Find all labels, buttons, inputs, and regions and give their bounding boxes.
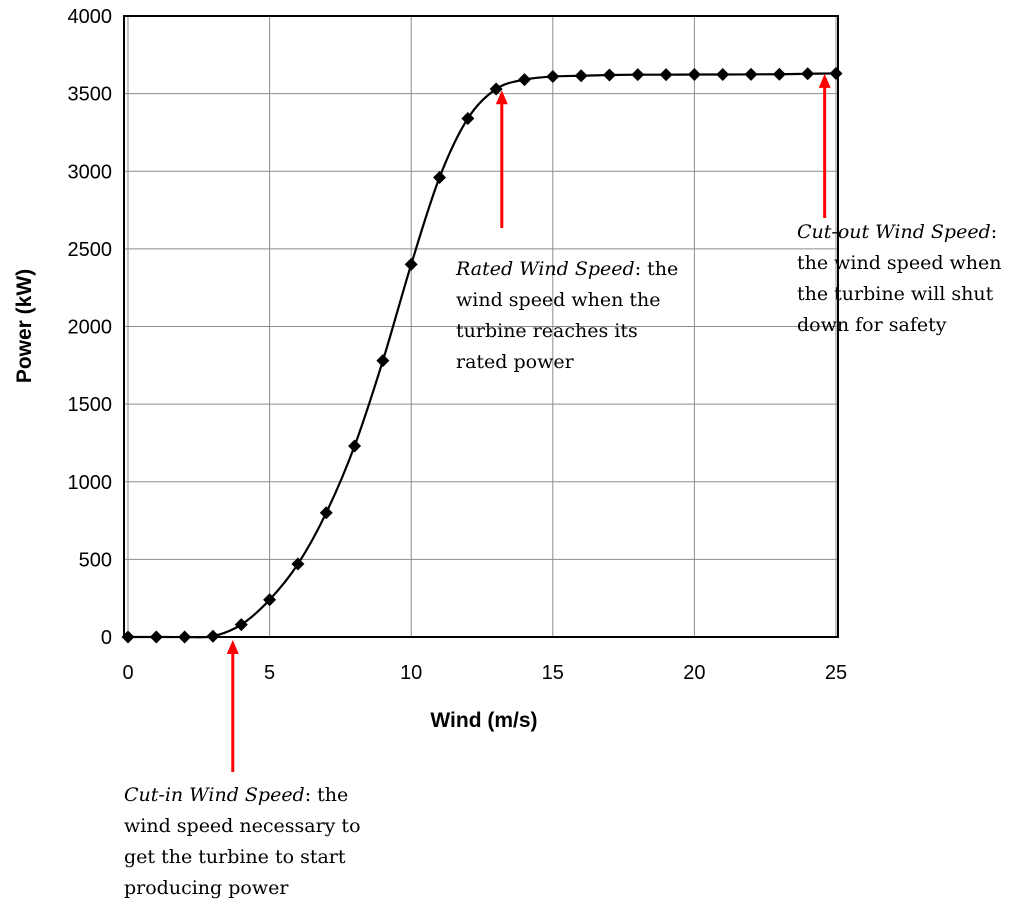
cut-in-annotation: Cut-in Wind Speed: the wind speed necess… <box>124 780 361 904</box>
rated-annotation: Rated Wind Speed: the wind speed when th… <box>456 254 678 378</box>
data-point-marker <box>206 629 220 643</box>
annotation-arrows <box>226 73 831 772</box>
rated-arrow-head <box>495 90 508 105</box>
cut-in-arrow <box>226 640 239 772</box>
data-point-marker <box>376 354 390 368</box>
y-tick-label: 1000 <box>68 472 113 494</box>
data-point-marker <box>291 557 305 571</box>
data-point-marker <box>829 66 843 80</box>
cut-in-line-2: wind speed necessary to <box>124 815 361 837</box>
power-series <box>121 66 843 644</box>
cut-in-arrow-head <box>226 640 239 654</box>
rated-line-1: Rated Wind Speed: the <box>456 254 678 285</box>
data-point-marker <box>319 506 333 520</box>
data-point-marker <box>121 630 135 644</box>
rated-line-3: turbine reaches its <box>456 320 638 342</box>
y-tick-label: 4000 <box>68 6 113 28</box>
cut-out-line-4: down for safety <box>797 314 947 336</box>
rated-colon: : the <box>634 258 679 280</box>
x-tick-label: 5 <box>264 662 275 684</box>
y-tick-label: 500 <box>79 549 112 571</box>
x-tick-label: 20 <box>683 662 705 684</box>
data-point-marker <box>574 69 588 83</box>
data-point-marker <box>489 82 503 96</box>
data-point-marker <box>716 68 730 82</box>
cut-out-colon: : <box>990 221 998 243</box>
x-axis-title: Wind (m/s) <box>430 709 537 732</box>
cut-in-line-1: Cut-in Wind Speed: the <box>124 780 361 811</box>
y-tick-label: 1500 <box>68 394 113 416</box>
rated-arrow <box>495 90 508 228</box>
data-point-marker <box>744 67 758 81</box>
data-point-marker <box>433 170 447 184</box>
cut-out-arrow <box>818 73 831 218</box>
y-tick-label: 2500 <box>68 239 113 261</box>
data-point-marker <box>178 630 192 644</box>
data-point-marker <box>687 68 701 82</box>
x-tick-label: 15 <box>542 662 564 684</box>
cut-out-line-1: Cut-out Wind Speed: <box>797 217 1002 248</box>
data-point-marker <box>461 111 475 125</box>
cut-in-term: Cut-in Wind Speed <box>124 784 305 806</box>
cut-out-line-2: the wind speed when <box>797 252 1002 274</box>
grid-lines <box>124 15 838 638</box>
data-point-marker <box>263 593 277 607</box>
rated-line-4: rated power <box>456 351 574 373</box>
cut-out-annotation: Cut-out Wind Speed: the wind speed when … <box>797 217 1002 341</box>
rated-line-2: wind speed when the <box>456 289 661 311</box>
x-tick-label: 0 <box>122 662 133 684</box>
data-point-marker <box>149 630 163 644</box>
y-tick-label: 3000 <box>68 161 113 183</box>
data-point-marker <box>234 618 248 632</box>
plot-frame <box>123 15 839 638</box>
y-tick-label: 2000 <box>68 317 113 339</box>
x-tick-label: 10 <box>400 662 422 684</box>
cut-out-arrow-head <box>818 73 831 88</box>
rated-term: Rated Wind Speed <box>456 258 635 280</box>
data-point-marker <box>602 68 616 82</box>
cut-out-term: Cut-out Wind Speed <box>797 221 991 243</box>
data-point-marker <box>546 70 560 84</box>
data-point-marker <box>404 257 418 271</box>
cut-in-line-3: get the turbine to start <box>124 846 346 868</box>
tick-labels: 0 500 1000 1500 2000 2500 3000 3500 4000 0 5 10 15 20… <box>68 6 848 684</box>
y-tick-label: 0 <box>101 627 112 649</box>
x-tick-label: 25 <box>825 662 847 684</box>
data-point-marker <box>659 68 673 82</box>
data-point-marker <box>517 73 531 87</box>
y-axis-title: Power (kW) <box>13 269 36 383</box>
y-tick-label: 3500 <box>68 84 113 106</box>
cut-out-line-3: the turbine will shut <box>797 283 994 305</box>
data-point-marker <box>772 67 786 81</box>
cut-in-colon: : the <box>304 784 349 806</box>
data-point-marker <box>631 68 645 82</box>
data-point-marker <box>801 67 815 81</box>
data-point-marker <box>348 439 362 453</box>
cut-in-line-4: producing power <box>124 877 289 899</box>
